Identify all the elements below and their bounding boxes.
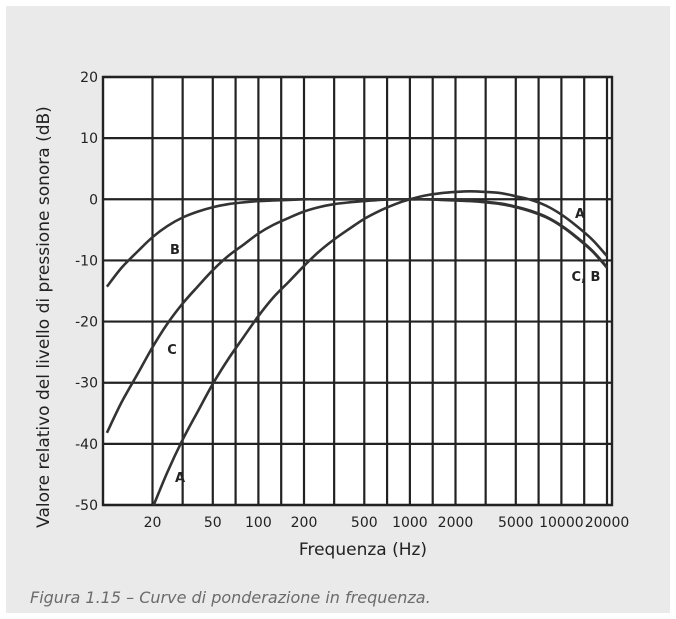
x-tick-label: 50: [204, 515, 222, 531]
x-tick-label: 500: [351, 515, 378, 531]
y-tick-label: -50: [75, 498, 98, 514]
x-tick-label: 20: [144, 515, 162, 531]
x-tick-label: 20000: [585, 515, 630, 531]
curve-c: [105, 197, 608, 288]
x-tick-label: 5000: [498, 515, 534, 531]
y-tick-label: -10: [75, 253, 98, 269]
curve-a: [152, 190, 608, 505]
x-tick-label: 200: [291, 515, 318, 531]
y-tick-label: -30: [75, 376, 98, 392]
curve-label-a-bottom: A: [175, 471, 185, 486]
curve-label-c: B: [170, 243, 180, 258]
y-axis-title: Valore relativo del livello di pressione…: [34, 106, 54, 528]
x-axis-title: Frequenza (Hz): [299, 540, 427, 560]
x-tick-label: 2000: [438, 515, 474, 531]
curve-label-b: C: [167, 343, 177, 358]
y-tick-label: 0: [89, 192, 98, 208]
x-tick-label: 1000: [392, 515, 428, 531]
x-tick-label: 10000: [539, 515, 584, 531]
curve-label-a-top: A: [575, 207, 585, 222]
y-tick-label: -40: [75, 437, 98, 453]
y-tick-label: 20: [80, 70, 98, 86]
x-tick-label: 100: [245, 515, 272, 531]
figure-caption: Figura 1.15 – Curve di ponderazione in f…: [30, 588, 431, 607]
plot-area: [103, 77, 612, 505]
y-tick-label: 10: [80, 131, 98, 147]
curve-label-cb: C, B: [572, 270, 601, 285]
y-tick-label: -20: [75, 315, 98, 331]
plot-frame: [101, 75, 614, 507]
